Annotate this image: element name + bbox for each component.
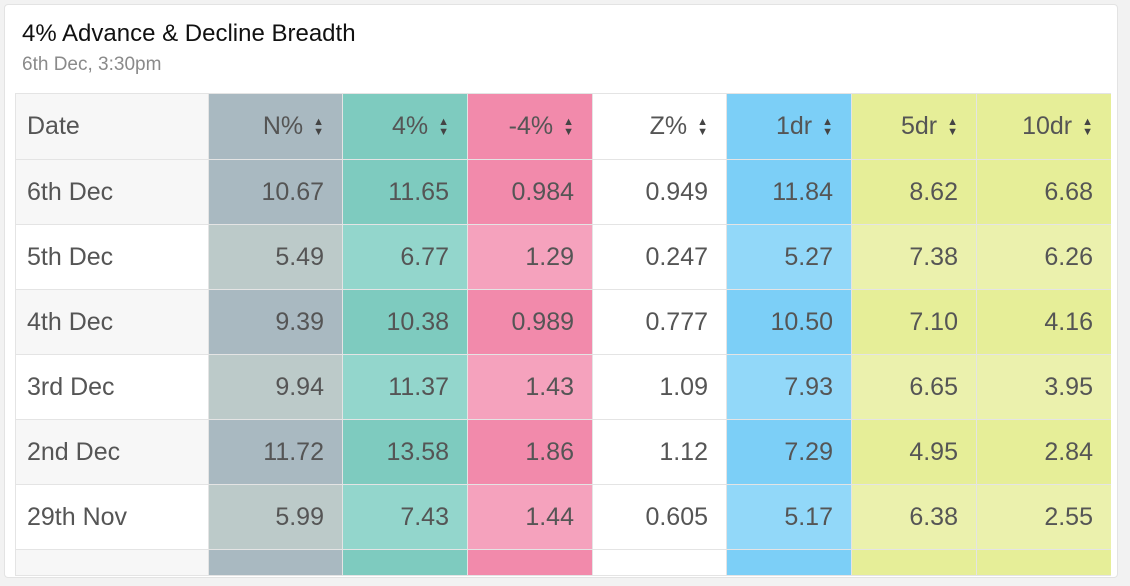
cell-n: 9.94 <box>208 354 343 420</box>
column-header-p4[interactable]: 4% ▲ ▼ <box>342 93 468 160</box>
cell-z: 1.12 <box>592 419 727 485</box>
cell-p4 <box>342 549 468 576</box>
cell-m4: 1.29 <box>467 224 593 290</box>
cell-m4: 1.86 <box>467 419 593 485</box>
cell-date <box>15 549 209 576</box>
column-header-label: Date <box>27 112 80 140</box>
column-header-dr5[interactable]: 5dr ▲ ▼ <box>851 93 977 160</box>
cell-date: 4th Dec <box>15 289 209 355</box>
cell-m4: 1.43 <box>467 354 593 420</box>
column-header-dr1[interactable]: 1dr ▲ ▼ <box>726 93 852 160</box>
cell-dr5: 4.95 <box>851 419 977 485</box>
sort-icon[interactable]: ▲ ▼ <box>438 116 449 139</box>
sort-icon[interactable]: ▲ ▼ <box>947 116 958 139</box>
table-body: 6th Dec 10.67 11.65 0.984 0.949 11.84 8.62 6.68… <box>15 159 1111 576</box>
column-header-n[interactable]: N% ▲ ▼ <box>208 93 343 160</box>
cell-dr1: 11.84 <box>726 159 852 225</box>
cell-z: 0.777 <box>592 289 727 355</box>
cell-date: 5th Dec <box>15 224 209 290</box>
cell-z: 0.247 <box>592 224 727 290</box>
column-header-m4[interactable]: -4% ▲ ▼ <box>467 93 593 160</box>
cell-dr5 <box>851 549 977 576</box>
table-header-row: Date N% ▲ ▼ 4% ▲ ▼ -4% ▲ ▼ Z% ▲ ▼ 1dr ▲ ▼ 5dr ▲ ▼ 10dr ▲ ▼ <box>15 93 1111 160</box>
sort-icon[interactable]: ▲ ▼ <box>563 116 574 139</box>
table-row: 2nd Dec 11.72 13.58 1.86 1.12 7.29 4.95 2.84 <box>15 419 1111 485</box>
cell-dr1: 5.27 <box>726 224 852 290</box>
cell-z: 0.605 <box>592 484 727 550</box>
cell-p4: 11.37 <box>342 354 468 420</box>
cell-dr10: 6.26 <box>976 224 1111 290</box>
table-row: 29th Nov 5.99 7.43 1.44 0.605 5.17 6.38 2.55 <box>15 484 1111 550</box>
cell-dr10: 2.55 <box>976 484 1111 550</box>
column-header-label: 4% <box>391 112 429 140</box>
cell-m4: 0.984 <box>467 159 593 225</box>
cell-p4: 13.58 <box>342 419 468 485</box>
cell-n: 5.99 <box>208 484 343 550</box>
cell-p4: 6.77 <box>342 224 468 290</box>
cell-date: 3rd Dec <box>15 354 209 420</box>
cell-date: 29th Nov <box>15 484 209 550</box>
table-row <box>15 549 1111 576</box>
sort-icon[interactable]: ▲ ▼ <box>1082 116 1093 139</box>
cell-p4: 11.65 <box>342 159 468 225</box>
table-row: 5th Dec 5.49 6.77 1.29 0.247 5.27 7.38 6.26 <box>15 224 1111 290</box>
table-scroll-area[interactable]: Date N% ▲ ▼ 4% ▲ ▼ -4% ▲ ▼ Z% ▲ ▼ 1dr ▲ ▼ 5dr ▲ ▼ 10dr ▲ ▼ 6t… <box>15 93 1111 577</box>
widget-subtitle: 6th Dec, 3:30pm <box>22 54 162 75</box>
cell-dr1: 5.17 <box>726 484 852 550</box>
column-header-label: -4% <box>508 112 554 140</box>
cell-dr10: 2.84 <box>976 419 1111 485</box>
cell-date: 6th Dec <box>15 159 209 225</box>
breadth-widget: 4% Advance & Decline Breadth 6th Dec, 3:… <box>4 4 1118 578</box>
table-row: 4th Dec 9.39 10.38 0.989 0.777 10.50 7.10 4.16 <box>15 289 1111 355</box>
column-header-label: Z% <box>649 112 688 140</box>
column-header-label: 10dr <box>1022 112 1073 140</box>
column-header-date: Date <box>15 93 209 160</box>
column-header-label: 1dr <box>775 112 813 140</box>
cell-dr10: 6.68 <box>976 159 1111 225</box>
cell-n <box>208 549 343 576</box>
widget-title: 4% Advance & Decline Breadth <box>22 20 356 47</box>
cell-dr5: 6.65 <box>851 354 977 420</box>
cell-dr10 <box>976 549 1111 576</box>
cell-z: 0.949 <box>592 159 727 225</box>
cell-dr1: 7.29 <box>726 419 852 485</box>
table-row: 3rd Dec 9.94 11.37 1.43 1.09 7.93 6.65 3.95 <box>15 354 1111 420</box>
cell-dr5: 7.10 <box>851 289 977 355</box>
sort-icon[interactable]: ▲ ▼ <box>822 116 833 139</box>
cell-dr1: 7.93 <box>726 354 852 420</box>
cell-dr1: 10.50 <box>726 289 852 355</box>
cell-dr5: 7.38 <box>851 224 977 290</box>
cell-n: 11.72 <box>208 419 343 485</box>
cell-dr1 <box>726 549 852 576</box>
cell-z <box>592 549 727 576</box>
table-row: 6th Dec 10.67 11.65 0.984 0.949 11.84 8.62 6.68 <box>15 159 1111 225</box>
cell-date: 2nd Dec <box>15 419 209 485</box>
breadth-table: Date N% ▲ ▼ 4% ▲ ▼ -4% ▲ ▼ Z% ▲ ▼ 1dr ▲ ▼ 5dr ▲ ▼ 10dr ▲ ▼ 6t… <box>15 93 1111 576</box>
cell-dr5: 8.62 <box>851 159 977 225</box>
cell-p4: 10.38 <box>342 289 468 355</box>
column-header-z[interactable]: Z% ▲ ▼ <box>592 93 727 160</box>
cell-m4 <box>467 549 593 576</box>
cell-dr5: 6.38 <box>851 484 977 550</box>
column-header-label: N% <box>262 112 304 140</box>
sort-icon[interactable]: ▲ ▼ <box>313 116 324 139</box>
cell-z: 1.09 <box>592 354 727 420</box>
cell-p4: 7.43 <box>342 484 468 550</box>
cell-m4: 1.44 <box>467 484 593 550</box>
cell-n: 5.49 <box>208 224 343 290</box>
cell-dr10: 3.95 <box>976 354 1111 420</box>
cell-n: 10.67 <box>208 159 343 225</box>
column-header-label: 5dr <box>900 112 938 140</box>
cell-dr10: 4.16 <box>976 289 1111 355</box>
cell-m4: 0.989 <box>467 289 593 355</box>
sort-icon[interactable]: ▲ ▼ <box>697 116 708 139</box>
cell-n: 9.39 <box>208 289 343 355</box>
column-header-dr10[interactable]: 10dr ▲ ▼ <box>976 93 1111 160</box>
